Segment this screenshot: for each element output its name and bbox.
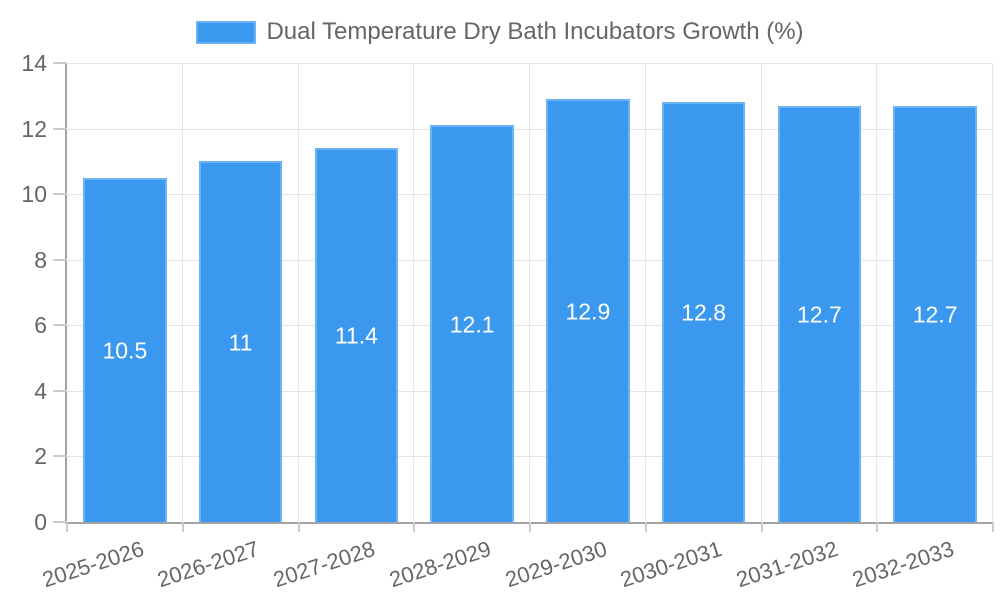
bar-2026-2027[interactable]: 11 [198,161,283,522]
bar-value-label: 10.5 [102,337,148,364]
x-tick-label: 2031-2032 [733,536,842,593]
v-gridline [413,63,415,522]
bar-cell: 12.9 [530,63,646,522]
y-tick-label: 6 [34,312,47,339]
h-gridline [67,325,993,327]
bar-value-label: 11.4 [334,322,378,349]
v-gridline [181,63,183,522]
y-axis-line [65,63,67,524]
v-gridline [992,63,993,522]
bar-cell: 12.7 [762,63,878,522]
bar-2029-2030[interactable]: 12.9 [546,99,630,522]
y-tick-mark [53,62,67,64]
y-tick-label: 10 [21,181,47,208]
bar-cell: 10.5 [67,63,183,522]
bar-2031-2032[interactable]: 12.7 [777,105,862,522]
bar-value-label: 12.7 [912,301,958,328]
bar-value-label: 12.8 [681,299,726,326]
bar-2028-2029[interactable]: 12.1 [430,125,514,522]
bar-2025-2026[interactable]: 10.5 [83,177,167,522]
h-gridline [67,128,993,130]
x-tick-label: 2032-2033 [849,536,957,593]
x-tick-label: 2028-2029 [386,536,494,593]
x-tick-mark [529,522,531,532]
v-gridline [876,63,878,522]
x-tick-mark [297,522,300,532]
bar-value-label: 12.9 [565,298,611,325]
y-tick-mark [53,389,67,392]
y-tick-label: 12 [21,115,47,142]
bar-2027-2028[interactable]: 11.4 [314,148,399,522]
y-axis: 0 2 4 6 8 10 12 14 [0,51,67,534]
x-tick-mark [413,522,416,532]
bar-cell: 11.4 [299,63,415,522]
v-gridline [760,63,762,522]
h-gridline [67,194,993,196]
v-gridline [644,63,646,522]
x-tick-mark [992,522,994,532]
bar-cell: 12.7 [877,63,993,522]
x-tick-label: 2027-2028 [270,536,379,593]
h-gridline [67,63,993,64]
bar-cell: 12.8 [646,63,762,522]
h-gridline [67,390,993,392]
y-tick-label: 0 [34,509,47,535]
bar-cell: 11 [183,63,299,522]
x-tick-label: 2025-2026 [38,536,147,593]
legend[interactable]: Dual Temperature Dry Bath Incubators Gro… [0,18,1000,46]
y-tick-mark [53,455,67,458]
bar-value-label: 11 [228,329,253,356]
y-tick-mark [53,324,67,327]
y-tick-label: 14 [21,50,47,76]
h-gridline [67,456,993,458]
v-gridline [297,63,299,522]
x-tick-label: 2029-2030 [501,536,610,593]
x-tick-mark [876,522,879,532]
x-axis: 2025-2026 2026-2027 2027-2028 2028-2029 2029… [39,522,994,600]
y-tick-mark [53,521,67,523]
plot-area: 10.5 11 11.4 12.1 12.9 12.8 12.7 12.7 [65,63,993,524]
y-tick-label: 2 [34,443,47,470]
y-tick-label: 4 [34,377,47,404]
h-gridline [67,259,993,261]
bar-2030-2031[interactable]: 12.8 [661,102,746,522]
x-tick-mark [181,522,184,532]
x-tick-mark [644,522,647,532]
bar-value-label: 12.7 [796,301,842,328]
y-tick-mark [53,127,67,130]
bar-2032-2033[interactable]: 12.7 [893,105,977,522]
bar-cell: 12.1 [414,63,530,522]
legend-swatch-icon [196,20,257,44]
legend-label: Dual Temperature Dry Bath Incubators Gro… [266,18,804,45]
x-tick-mark [760,522,763,532]
bar-value-label: 12.1 [449,311,495,338]
y-tick-mark [53,193,67,196]
y-tick-label: 8 [34,246,47,273]
v-gridline [529,63,530,522]
y-tick-mark [53,258,67,261]
x-tick-label: 2030-2031 [617,536,726,593]
x-tick-label: 2026-2027 [154,536,263,593]
x-tick-mark [66,522,68,532]
